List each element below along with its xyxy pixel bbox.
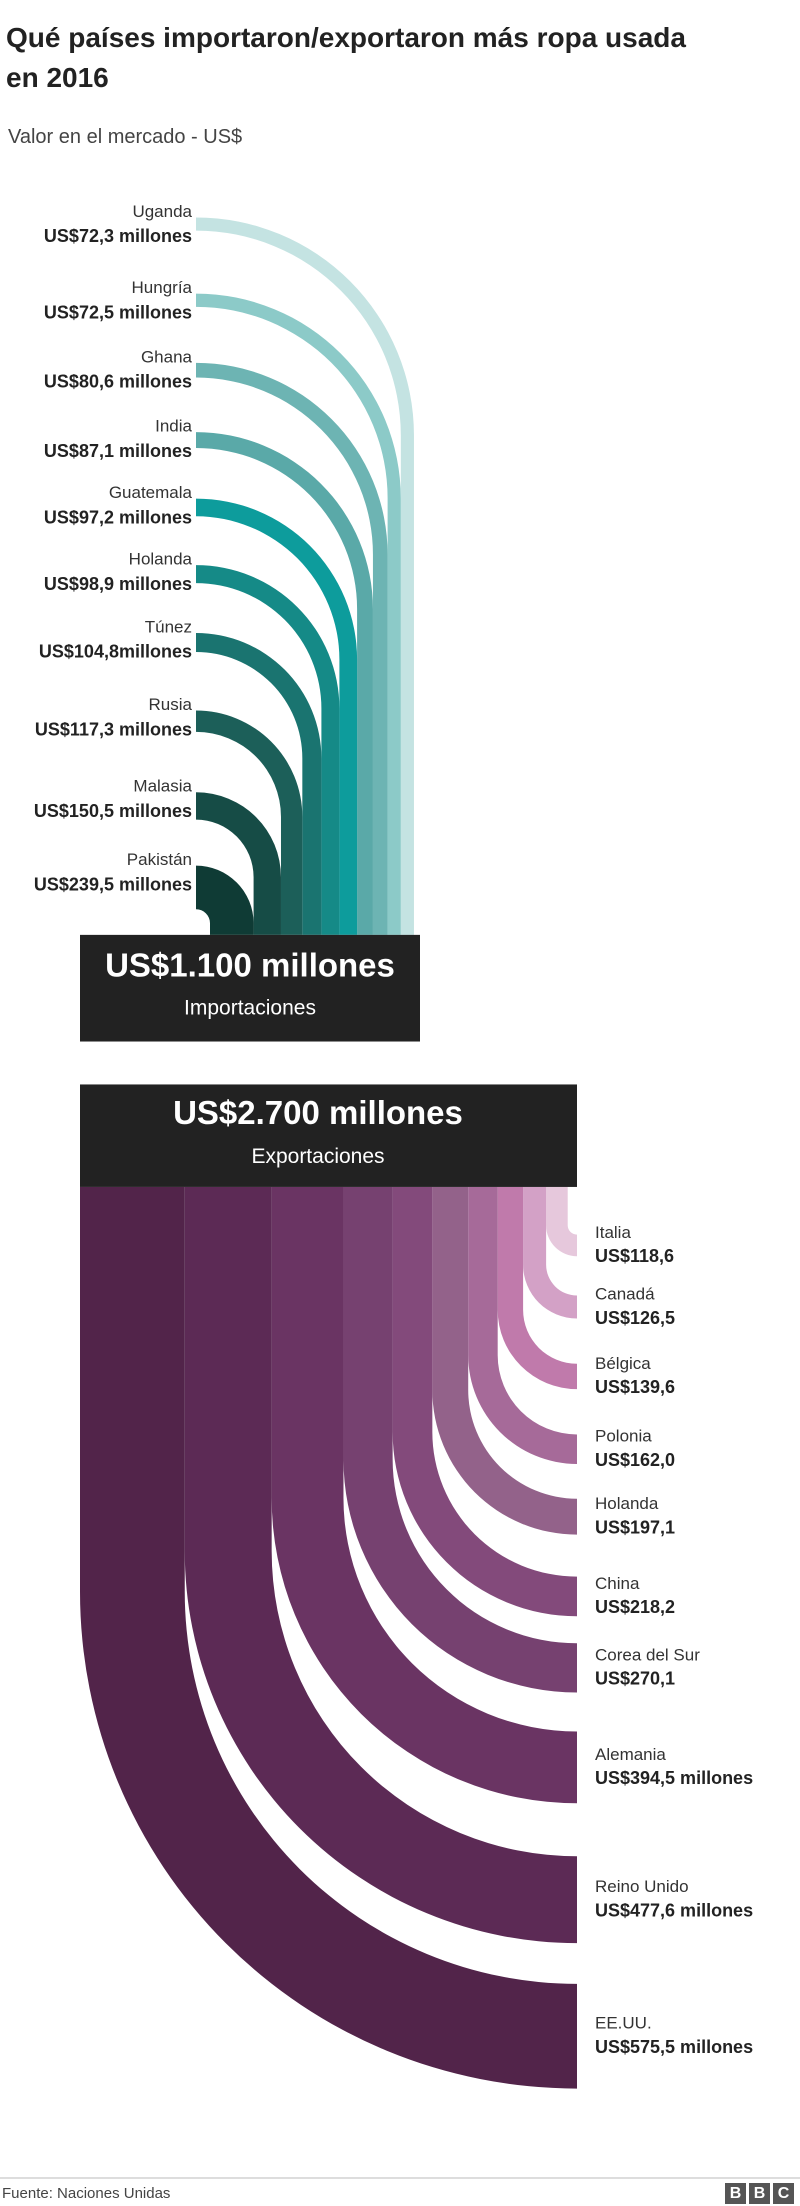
band <box>432 1186 577 1535</box>
value-label: US$126,5 <box>595 1308 675 1328</box>
total-box <box>80 1084 577 1187</box>
logo-letter: C <box>778 2185 790 2202</box>
country-label: Hungría <box>132 278 193 297</box>
value-label: US$72,5 millones <box>44 302 192 322</box>
value-label: US$218,2 <box>595 1597 675 1617</box>
country-label: Malasia <box>133 777 192 796</box>
value-label: US$117,3 millones <box>35 719 192 739</box>
country-label: China <box>595 1574 640 1593</box>
band <box>523 1186 577 1319</box>
country-label: Uganda <box>132 202 192 221</box>
title: Qué países importaron/exportaron más rop… <box>6 22 686 93</box>
source: Fuente: Naciones Unidas <box>2 2185 170 2202</box>
country-label: Túnez <box>145 617 192 636</box>
band <box>196 792 281 935</box>
value-label: US$97,2 millones <box>44 507 192 527</box>
total-caption: Exportaciones <box>251 1145 384 1168</box>
country-label: Alemania <box>595 1745 666 1764</box>
logo-box <box>725 2183 746 2204</box>
country-label: Guatemala <box>109 483 193 502</box>
total-label: US$1.100 millones <box>105 947 395 984</box>
logo-box <box>773 2183 794 2204</box>
band <box>79 1186 577 2089</box>
country-label: Rusia <box>149 695 193 714</box>
country-label: Ghana <box>141 347 193 366</box>
value-label: US$239,5 millones <box>34 874 192 894</box>
logo-box <box>749 2183 770 2204</box>
band <box>392 1186 577 1617</box>
band <box>184 1186 577 1944</box>
band <box>196 710 303 935</box>
country-label: Canadá <box>595 1284 655 1303</box>
value-label: US$150,5 millones <box>34 801 192 821</box>
country-label: Reino Unido <box>595 1877 689 1896</box>
band <box>343 1186 577 1693</box>
value-label: US$104,8millones <box>39 642 192 662</box>
value-label: US$118,6 <box>595 1246 674 1266</box>
country-label: Pakistán <box>127 850 192 869</box>
band <box>468 1186 577 1464</box>
value-label: US$162,0 <box>595 1450 675 1470</box>
band <box>196 865 254 935</box>
country-label: India <box>155 417 192 436</box>
country-label: Corea del Sur <box>595 1645 700 1664</box>
value-label: US$270,1 <box>595 1669 675 1689</box>
country-label: Bélgica <box>595 1354 651 1373</box>
value-label: US$477,6 millones <box>595 1900 753 1920</box>
subtitle: Valor en el mercado - US$ <box>8 126 243 148</box>
country-label: Holanda <box>595 1494 659 1513</box>
value-label: US$575,5 millones <box>595 2037 753 2057</box>
total-box <box>80 934 420 1042</box>
value-label: US$87,1 millones <box>44 441 192 461</box>
country-label: Polonia <box>595 1427 652 1446</box>
country-label: EE.UU. <box>595 2014 652 2033</box>
total-label: US$2.700 millones <box>173 1094 463 1131</box>
value-label: US$139,6 <box>595 1377 675 1397</box>
band <box>546 1186 577 1257</box>
country-label: Holanda <box>129 550 193 569</box>
band <box>196 632 322 935</box>
logo-letter: B <box>730 2185 742 2202</box>
band <box>196 565 340 935</box>
total-caption: Importaciones <box>184 996 316 1019</box>
country-label: Italia <box>595 1223 631 1242</box>
band <box>271 1186 577 1804</box>
value-label: US$98,9 millones <box>44 574 192 594</box>
value-label: US$394,5 millones <box>595 1768 753 1788</box>
band <box>196 498 358 935</box>
band <box>497 1186 577 1390</box>
value-label: US$80,6 millones <box>44 372 192 392</box>
logo-letter: B <box>754 2185 766 2202</box>
value-label: US$197,1 <box>595 1517 675 1537</box>
value-label: US$72,3 millones <box>44 226 192 246</box>
